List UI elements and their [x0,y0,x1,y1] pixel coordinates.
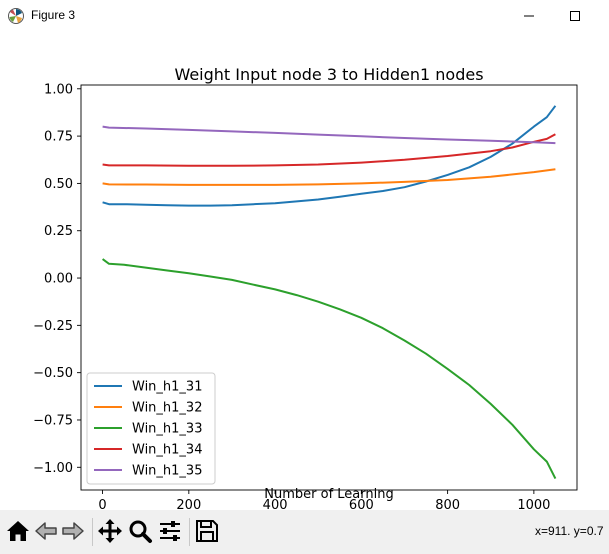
legend-label: Win_h1_34 [132,443,202,458]
legend-label: Win_h1_33 [132,422,202,437]
configure-subplots-icon [160,521,180,541]
y-tick-label: −0.50 [33,366,73,381]
series-lines [102,105,557,480]
y-tick-label: 1.00 [44,82,73,97]
minimize-icon [524,15,534,17]
legend-box [86,372,216,485]
x-tick-label: 600 [349,498,374,510]
series-line-5 [102,125,556,145]
back-arrow-icon [35,522,57,540]
y-tick-label: −1.00 [33,461,73,476]
pan-button[interactable] [97,518,125,546]
configure-subplots-button[interactable] [157,518,185,546]
x-tick-label: 400 [263,498,288,510]
pan-icon [98,519,122,543]
title-bar: Figure 3 [0,0,609,32]
navigation-toolbar: x=911. y=0.7 [0,510,609,554]
save-button[interactable] [194,518,222,546]
x-tick-label: 800 [435,498,460,510]
forward-arrow-icon [62,522,84,540]
y-tick-label: 0.25 [44,224,73,239]
x-axis-label: Number of Learning [264,487,393,502]
figure-canvas[interactable]: Weight Input node 3 to Hidden1 nodes −1.… [0,32,609,513]
x-tick-label: 0 [98,498,106,510]
toolbar-separator [189,518,190,546]
x-axis: 0 200 400 600 800 1000 [98,490,550,513]
back-button[interactable] [33,518,61,546]
matplotlib-icon [8,8,24,24]
y-tick-label: 0.00 [44,272,73,287]
y-tick-label: −0.25 [33,319,73,334]
minimize-button[interactable] [506,0,552,32]
series-line-4 [102,133,556,167]
maximize-button[interactable] [552,0,598,32]
legend-label: Win_h1_35 [132,464,202,479]
toolbar-separator [92,518,93,546]
y-tick-label: 0.75 [44,130,73,145]
x-tick-label: 1000 [517,498,550,510]
x-tick-label: 200 [176,498,201,510]
cursor-coordinates: x=911. y=0.7 [535,524,604,538]
legend: Win_h1_31 Win_h1_32 Win_h1_33 Win_h1_34 Win_… [86,372,216,485]
legend-label: Win_h1_31 [132,380,202,395]
y-axis: −1.00 −0.75 −0.50 −0.25 0.00 0.25 0.50 0.75 1.00 [33,82,81,476]
save-icon [196,520,218,542]
y-tick-label: −0.75 [33,413,73,428]
line-chart: Weight Input node 3 to Hidden1 nodes −1.… [33,65,578,513]
zoom-button[interactable] [127,518,155,546]
chart-title: Weight Input node 3 to Hidden1 nodes [174,65,483,84]
legend-label: Win_h1_32 [132,401,202,416]
home-button[interactable] [5,518,33,546]
window-title: Figure 3 [31,8,76,22]
y-tick-label: 0.50 [44,177,73,192]
home-icon [7,521,29,541]
series-line-3 [102,258,557,480]
maximize-icon [570,11,580,21]
zoom-icon [129,520,152,543]
series-line-1 [102,105,557,207]
forward-button[interactable] [60,518,88,546]
plot-frame [80,84,578,491]
series-line-2 [102,168,556,186]
